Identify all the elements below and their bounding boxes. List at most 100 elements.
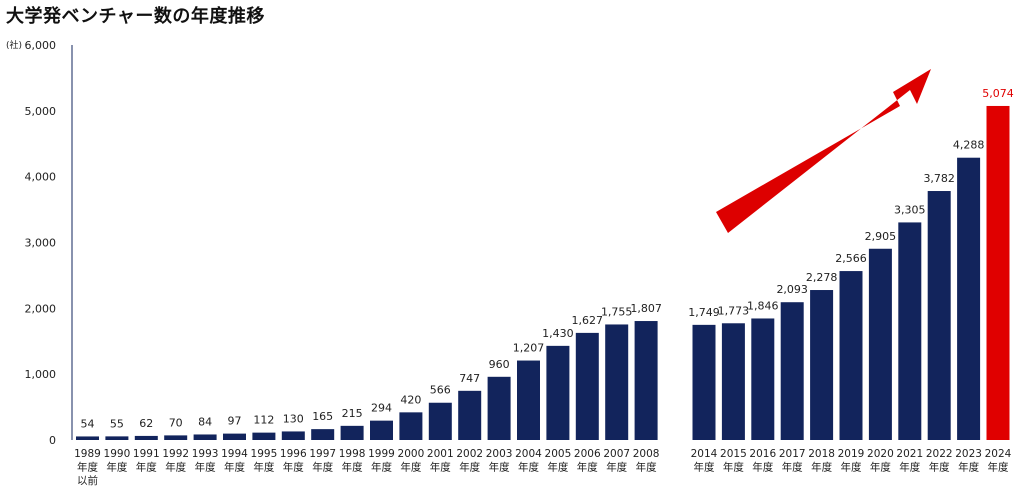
category-label-1999: 1999 年度: [368, 448, 395, 474]
category-label-2007: 2007 年度: [603, 448, 630, 474]
bar-2015: [721, 323, 745, 440]
category-label-2017: 2017 年度: [779, 448, 806, 474]
y-axis: 0 1,000 2,000 3,000 4,000 5,000 6,000(社): [6, 39, 73, 447]
data-label-2018: 2,278: [806, 271, 838, 284]
category-label-2015: 2015 年度: [720, 448, 747, 474]
data-label-2019: 2,566: [835, 252, 867, 265]
category-label-1998: 1998 年度: [339, 448, 366, 474]
bar-2024: [986, 105, 1010, 440]
category-label-2000: 2000 年度: [398, 448, 425, 474]
trend-arrow: [716, 69, 931, 233]
data-label-2008: 1,807: [630, 302, 662, 315]
y-tick-label: 2,000: [25, 302, 57, 315]
data-label-2017: 2,093: [776, 283, 808, 296]
bar-1992: [164, 435, 188, 440]
category-label-2016: 2016 年度: [749, 448, 776, 474]
data-label-1998: 215: [342, 407, 363, 420]
category-label-1992: 1992 年度: [162, 448, 189, 474]
bar-2002: [458, 390, 482, 440]
bar-2022: [927, 191, 951, 440]
y-tick-label: 3,000: [25, 237, 57, 250]
bar-2007: [605, 324, 629, 440]
category-label-2004: 2004 年度: [515, 448, 542, 474]
bar-2000: [399, 412, 423, 440]
category-label-2022: 2022 年度: [926, 448, 953, 474]
bar-1989: [76, 436, 99, 440]
category-label-2019: 2019 年度: [838, 448, 865, 474]
bar-2021: [898, 222, 922, 440]
bar-1999: [370, 420, 393, 440]
category-label-2020: 2020 年度: [867, 448, 894, 474]
data-label-1996: 130: [283, 412, 304, 425]
y-unit-label: (社): [6, 39, 22, 51]
bar-1993: [193, 434, 217, 440]
bar-1990: [105, 436, 129, 440]
data-label-2003: 960: [489, 358, 510, 371]
bar-2018: [810, 290, 834, 440]
bar-2014: [692, 324, 716, 440]
data-label-2016: 1,846: [747, 299, 779, 312]
category-label-2024: 2024 年度: [985, 448, 1012, 474]
category-label-1990: 1990 年度: [104, 448, 131, 474]
bar-2023: [957, 157, 981, 440]
y-tick-label: 5,000: [25, 105, 57, 118]
category-label-1994: 1994 年度: [221, 448, 248, 474]
category-label-2018: 2018 年度: [808, 448, 835, 474]
y-tick-label: 0: [49, 434, 56, 447]
data-label-1999: 294: [371, 402, 392, 415]
bar-1995: [252, 432, 276, 440]
bar-2003: [487, 376, 511, 440]
bar-2008: [634, 321, 658, 440]
bar-2001: [428, 402, 452, 440]
category-label-2014: 2014 年度: [691, 448, 718, 474]
bar-2019: [839, 271, 863, 440]
data-label-1997: 165: [312, 410, 333, 423]
data-label-1990: 55: [110, 417, 124, 430]
data-label-2006: 1,627: [572, 314, 604, 327]
data-label-2020: 2,905: [865, 230, 897, 243]
bar-1998: [340, 425, 364, 440]
chart-title: 大学発ベンチャー数の年度推移: [6, 6, 265, 27]
data-label-2001: 566: [430, 384, 451, 397]
data-label-1993: 84: [198, 415, 212, 428]
bar-1994: [223, 433, 246, 440]
bar-2005: [546, 345, 570, 440]
category-label-2003: 2003 年度: [486, 448, 513, 474]
category-label-2008: 2008 年度: [633, 448, 660, 474]
data-label-2007: 1,755: [601, 305, 633, 318]
data-label-2000: 420: [400, 393, 421, 406]
bar-1991: [134, 435, 158, 440]
category-label-1991: 1991 年度: [133, 448, 160, 474]
y-tick-label: 1,000: [25, 368, 57, 381]
data-label-1994: 97: [228, 415, 242, 428]
y-tick-label: 6,000: [25, 39, 57, 52]
y-tick-label: 4,000: [25, 171, 57, 184]
category-label-1989: 1989 年度以前: [74, 448, 101, 487]
category-label-1997: 1997 年度: [309, 448, 336, 474]
data-label-2021: 3,305: [894, 203, 926, 216]
bar-2006: [575, 332, 599, 440]
trend-arrow-shape: [716, 69, 931, 233]
data-label-2014: 1,749: [688, 306, 720, 319]
data-labels-group: 54 55 62 70 84 97 112 130 165 215 2944205667479601…: [81, 87, 1014, 430]
category-label-2002: 2002 年度: [456, 448, 483, 474]
bar-2017: [780, 302, 804, 440]
data-label-2022: 3,782: [923, 172, 955, 185]
bar-2004: [517, 360, 540, 440]
data-label-1991: 62: [139, 417, 153, 430]
category-label-2006: 2006 年度: [574, 448, 601, 474]
data-label-2004: 1,207: [513, 342, 545, 355]
bar-1996: [281, 431, 305, 440]
bar-2016: [751, 318, 775, 440]
category-label-1996: 1996 年度: [280, 448, 307, 474]
data-label-1989: 54: [81, 417, 95, 430]
bar-2020: [868, 248, 892, 440]
data-label-2015: 1,773: [718, 304, 750, 317]
category-label-2005: 2005 年度: [545, 448, 572, 474]
data-label-1995: 112: [253, 414, 274, 427]
category-label-2023: 2023 年度: [955, 448, 982, 474]
category-label-2001: 2001 年度: [427, 448, 454, 474]
data-label-2023: 4,288: [953, 139, 985, 152]
